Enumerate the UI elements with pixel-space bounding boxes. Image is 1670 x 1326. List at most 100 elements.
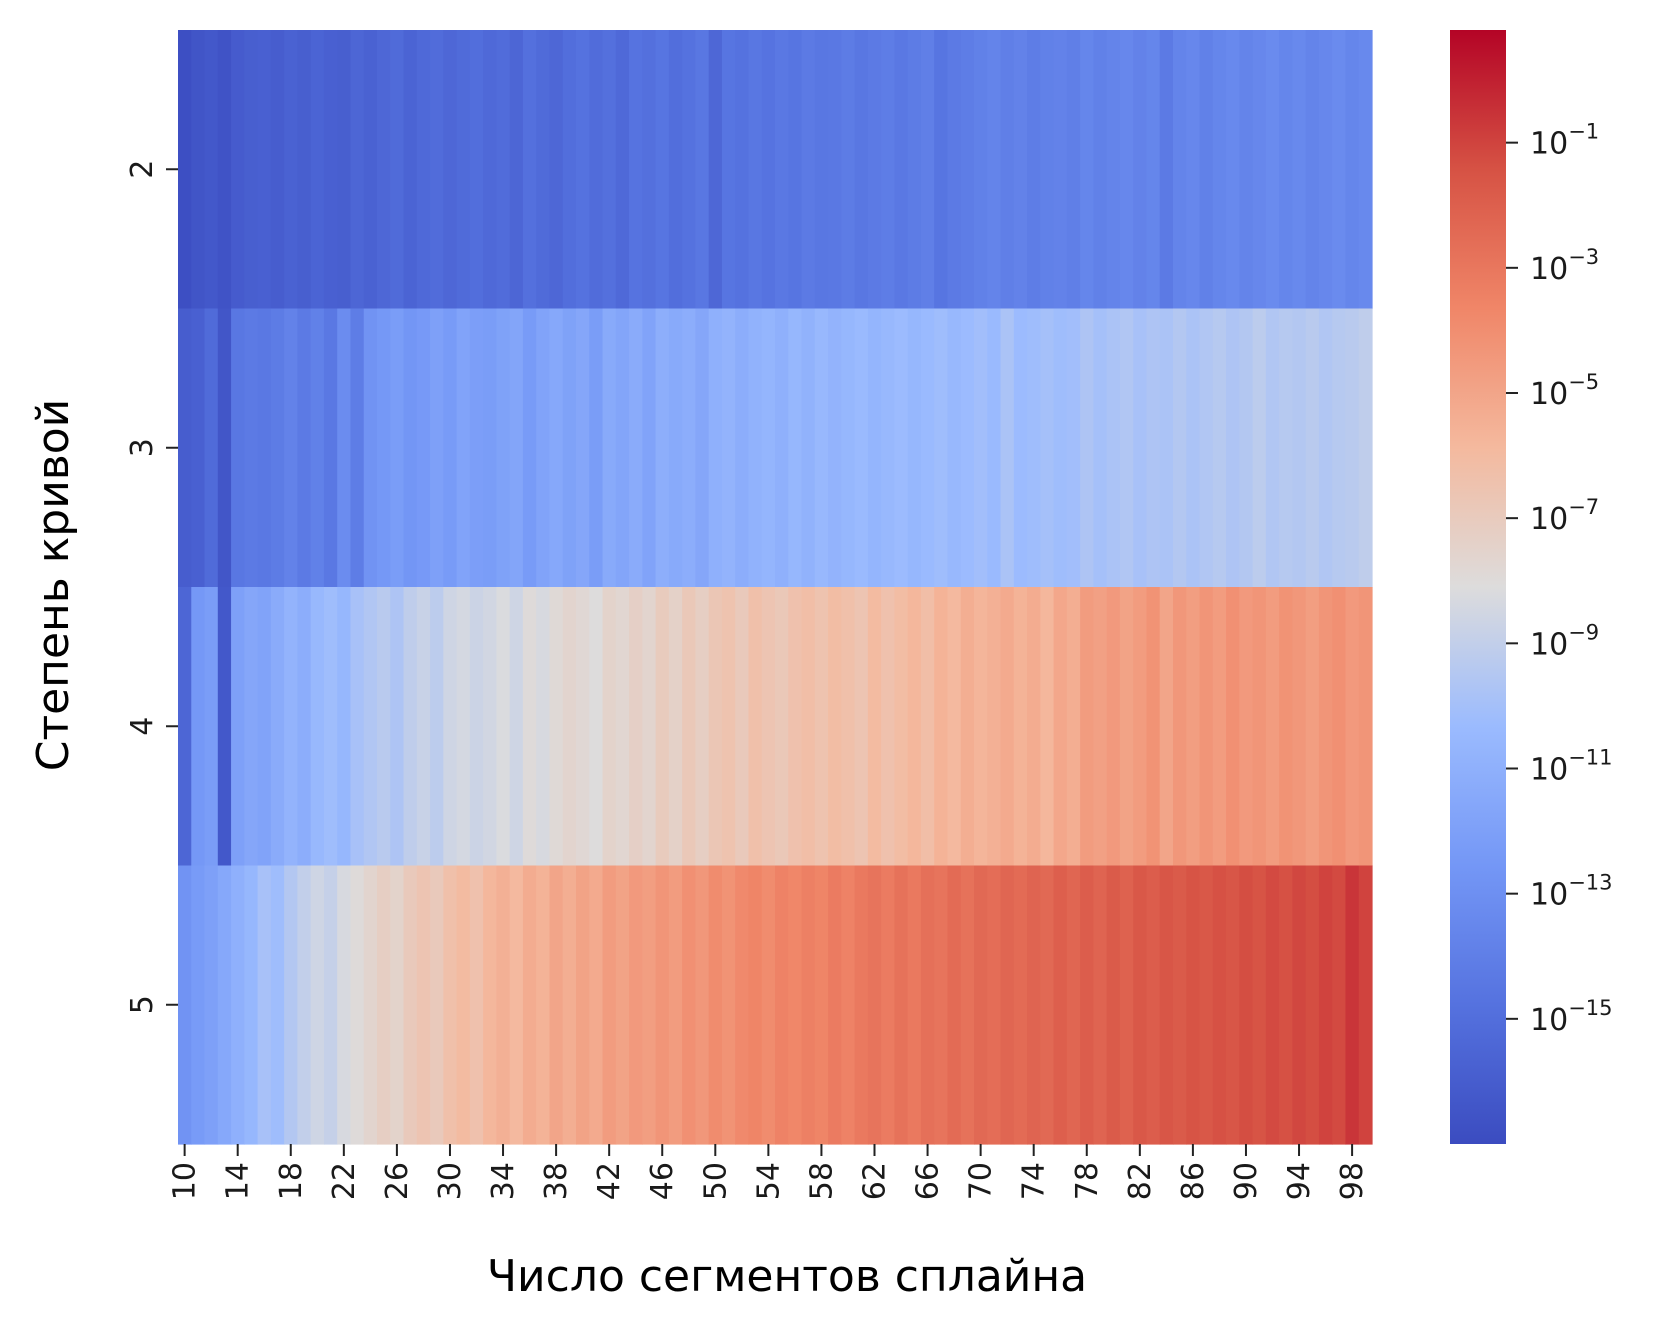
heatmap-cell — [881, 308, 895, 588]
heatmap-cell — [231, 587, 245, 867]
heatmap-cell — [602, 30, 617, 310]
heatmap-cell — [775, 30, 789, 310]
heatmap-cell — [430, 308, 444, 588]
y-tick-label: 2 — [125, 160, 160, 179]
heatmap-cell — [1119, 865, 1134, 1145]
heatmap-cell — [496, 587, 511, 867]
heatmap-cell — [867, 865, 882, 1145]
heatmap-cell — [1146, 30, 1161, 310]
heatmap-cell — [721, 308, 736, 588]
colorbar-tick-base: 10 — [1530, 878, 1568, 913]
heatmap-cell — [483, 30, 497, 310]
heatmap-cell — [615, 30, 630, 310]
heatmap-cell — [814, 30, 829, 310]
heatmap-cell — [1292, 308, 1307, 588]
heatmap-cell — [960, 587, 975, 867]
heatmap-cell — [775, 865, 789, 1145]
heatmap-cell — [695, 587, 710, 867]
heatmap-cell — [350, 587, 365, 867]
heatmap-cell — [854, 865, 869, 1145]
heatmap-cell — [483, 587, 497, 867]
heatmap-cell — [934, 308, 949, 588]
heatmap-cell — [496, 308, 511, 588]
heatmap-cell — [1133, 308, 1148, 588]
heatmap-cell — [257, 30, 272, 310]
heatmap-cell — [602, 865, 617, 1145]
heatmap-cell — [1186, 865, 1201, 1145]
colorbar-tick-exponent: −11 — [1568, 745, 1612, 769]
heatmap-cell — [1212, 308, 1227, 588]
heatmap-cell — [430, 587, 444, 867]
heatmap-cell — [1080, 30, 1094, 310]
heatmap-cell — [403, 30, 418, 310]
colorbar-tick-base: 10 — [1530, 377, 1568, 412]
colorbar-tick-label: 10−13 — [1530, 871, 1613, 913]
colorbar-tick-label: 10−11 — [1530, 745, 1613, 787]
x-axis-label: Число сегментов сплайна — [487, 1251, 1087, 1302]
heatmap-cell — [469, 865, 484, 1145]
heatmap-cell — [1199, 587, 1214, 867]
heatmap-cell — [894, 865, 909, 1145]
heatmap-cell — [1318, 30, 1333, 310]
heatmap-cell — [814, 865, 829, 1145]
heatmap-cell — [257, 308, 272, 588]
heatmap-cell — [576, 30, 590, 310]
heatmap-cell — [589, 30, 604, 310]
heatmap-cell — [217, 865, 232, 1145]
colorbar-tick-base: 10 — [1530, 752, 1568, 787]
heatmap-cell — [1173, 865, 1187, 1145]
heatmap-cell — [350, 30, 365, 310]
heatmap-cell — [867, 308, 882, 588]
heatmap-cell — [920, 587, 935, 867]
heatmap-cell — [894, 587, 909, 867]
heatmap-cell — [642, 30, 657, 310]
heatmap-cell — [509, 30, 524, 310]
colorbar-tick-label: 10−3 — [1530, 245, 1599, 287]
heatmap-cell — [1146, 865, 1161, 1145]
heatmap-cell — [682, 865, 696, 1145]
heatmap-cell — [1226, 865, 1240, 1145]
colorbar-tick-exponent: −7 — [1568, 495, 1599, 519]
heatmap-cell — [310, 865, 325, 1145]
heatmap-cell — [907, 30, 922, 310]
heatmap-cell — [735, 587, 750, 867]
heatmap-cell — [801, 865, 816, 1145]
heatmap-cell — [456, 587, 471, 867]
heatmap-cell — [469, 30, 484, 310]
heatmap-cell — [1040, 30, 1055, 310]
x-axis-ticks: 10 14 18 22 26 30 34 38 42 46 50 54 58 62 66 70 74 78 82 86… — [168, 1144, 1370, 1200]
heatmap-cell — [1159, 308, 1174, 588]
heatmap-cell — [974, 865, 988, 1145]
heatmap-cell — [682, 30, 696, 310]
heatmap-cell — [682, 587, 696, 867]
y-tick-label: 5 — [125, 995, 160, 1014]
heatmap-cell — [297, 865, 312, 1145]
heatmap-cell — [1066, 30, 1081, 310]
heatmap-cell — [748, 865, 763, 1145]
heatmap-cell — [1292, 865, 1307, 1145]
y-axis-ticks: 2 3 4 5 — [125, 160, 178, 1014]
heatmap-cell — [668, 30, 683, 310]
heatmap-cell — [1000, 587, 1015, 867]
heatmap-cell — [828, 865, 842, 1145]
heatmap-cell — [629, 865, 643, 1145]
heatmap-cell — [1239, 865, 1254, 1145]
heatmap-cell — [907, 865, 922, 1145]
heatmap-cell — [1053, 308, 1068, 588]
heatmap-cell — [775, 308, 789, 588]
heatmap-cell — [1305, 587, 1320, 867]
heatmap-cell — [456, 308, 471, 588]
heatmap-cell — [522, 30, 537, 310]
heatmap-cell — [257, 865, 272, 1145]
heatmap-cell — [920, 30, 935, 310]
heatmap-cell — [615, 587, 630, 867]
heatmap-cell — [974, 308, 988, 588]
heatmap-cell — [947, 30, 962, 310]
heatmap-cell — [1318, 865, 1333, 1145]
heatmap-cell — [483, 308, 497, 588]
heatmap-cell — [867, 30, 882, 310]
heatmap-cell — [1226, 587, 1240, 867]
heatmap-cell — [350, 308, 365, 588]
heatmap-cell — [615, 865, 630, 1145]
